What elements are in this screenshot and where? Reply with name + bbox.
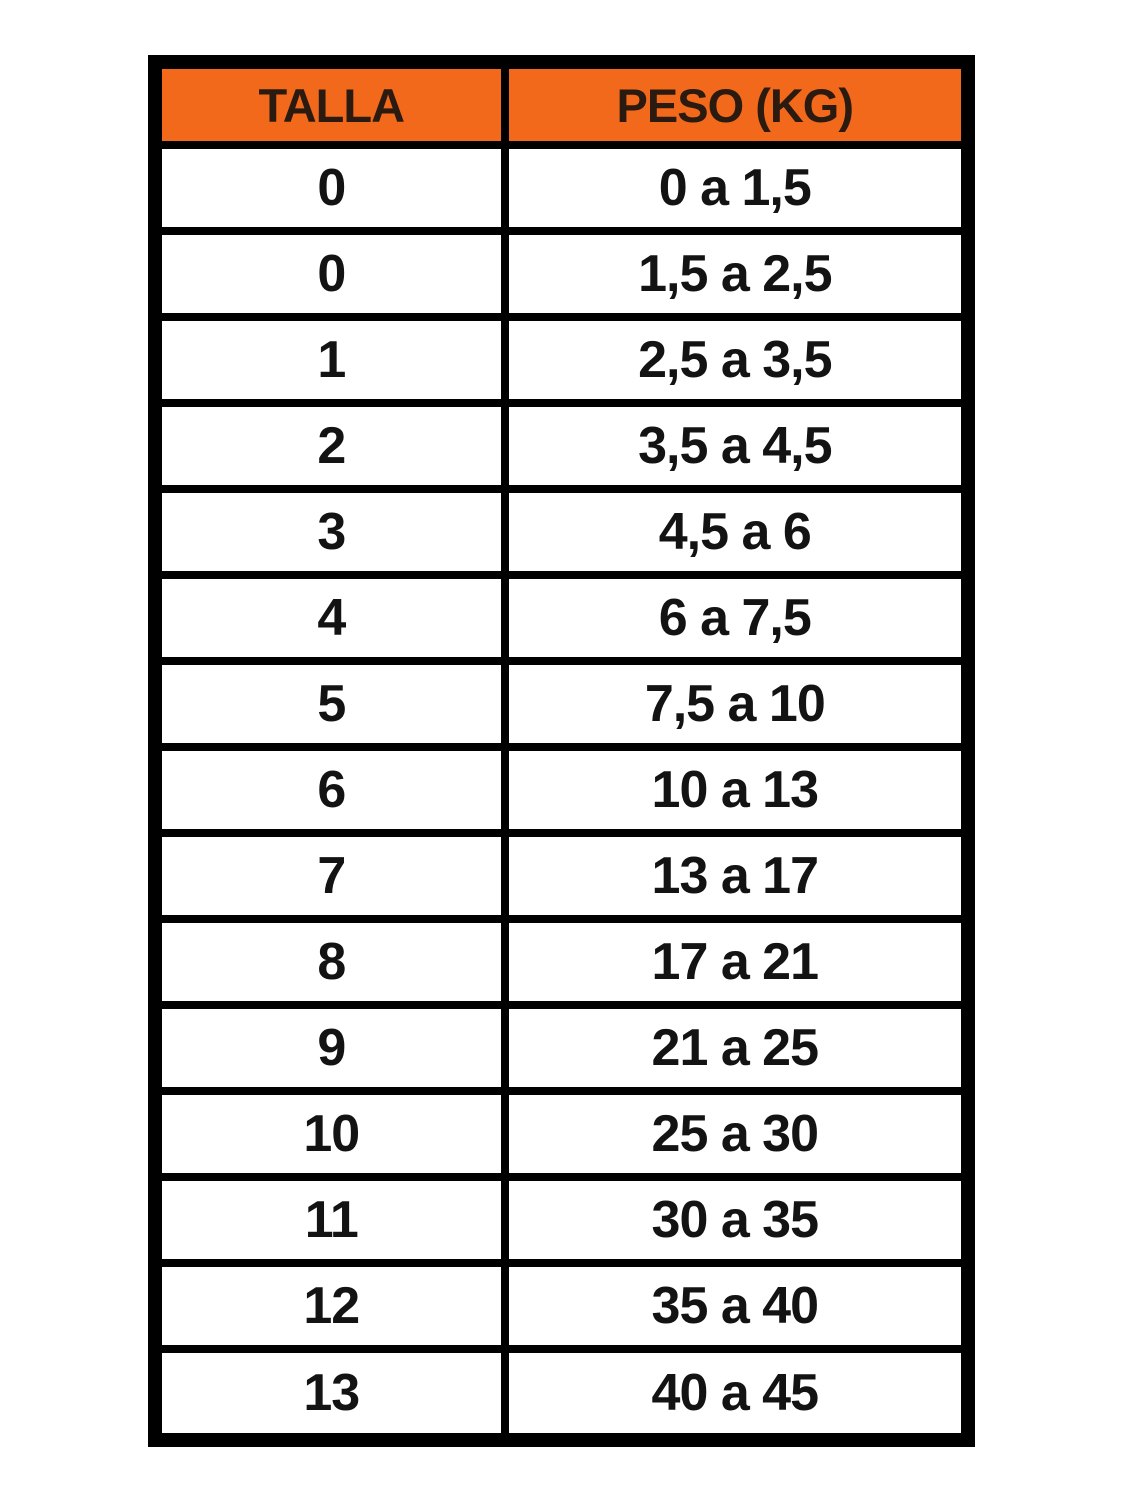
cell-peso: 40 a 45: [500, 1345, 973, 1444]
cell-peso: 7,5 a 10: [500, 657, 973, 752]
table-body: 0 0 a 1,5 0 1,5 a 2,5 1 2,5 a 3,5 2 3,5 …: [151, 140, 973, 1444]
table-row: 5 7,5 a 10: [151, 657, 973, 752]
cell-talla: 7: [151, 829, 509, 924]
cell-talla: 2: [151, 399, 509, 494]
cell-peso: 2,5 a 3,5: [500, 313, 973, 408]
header-cell-talla: TALLA: [151, 58, 509, 149]
table-row: 6 10 a 13: [151, 743, 973, 838]
cell-talla: 1: [151, 313, 509, 408]
cell-talla: 9: [151, 1001, 509, 1096]
table-row: 10 25 a 30: [151, 1087, 973, 1182]
table-row: 3 4,5 a 6: [151, 485, 973, 580]
cell-peso: 6 a 7,5: [500, 571, 973, 666]
cell-talla: 12: [151, 1259, 509, 1354]
cell-peso: 1,5 a 2,5: [500, 227, 973, 322]
table-row: 12 35 a 40: [151, 1259, 973, 1354]
table-row: 0 1,5 a 2,5: [151, 227, 973, 322]
header-cell-peso: PESO (KG): [500, 58, 973, 149]
cell-talla: 13: [151, 1345, 509, 1444]
cell-peso: 3,5 a 4,5: [500, 399, 973, 494]
cell-peso: 10 a 13: [500, 743, 973, 838]
header-row: TALLA PESO (KG): [151, 58, 973, 149]
cell-peso: 13 a 17: [500, 829, 973, 924]
size-chart-table: TALLA PESO (KG) 0 0 a 1,5 0 1,5 a 2,5 1 …: [148, 55, 975, 1447]
cell-talla: 10: [151, 1087, 509, 1182]
cell-peso: 21 a 25: [500, 1001, 973, 1096]
cell-talla: 4: [151, 571, 509, 666]
cell-peso: 35 a 40: [500, 1259, 973, 1354]
cell-talla: 0: [151, 140, 509, 236]
cell-talla: 11: [151, 1173, 509, 1268]
table-row: 2 3,5 a 4,5: [151, 399, 973, 494]
cell-talla: 0: [151, 227, 509, 322]
cell-talla: 5: [151, 657, 509, 752]
cell-talla: 8: [151, 915, 509, 1010]
table-row: 4 6 a 7,5: [151, 571, 973, 666]
size-chart-table-container: TALLA PESO (KG) 0 0 a 1,5 0 1,5 a 2,5 1 …: [148, 55, 975, 1447]
table-row: 13 40 a 45: [151, 1345, 973, 1444]
table-row: 7 13 a 17: [151, 829, 973, 924]
table-row: 9 21 a 25: [151, 1001, 973, 1096]
cell-peso: 4,5 a 6: [500, 485, 973, 580]
table-row: 1 2,5 a 3,5: [151, 313, 973, 408]
cell-peso: 25 a 30: [500, 1087, 973, 1182]
cell-peso: 17 a 21: [500, 915, 973, 1010]
table-row: 11 30 a 35: [151, 1173, 973, 1268]
cell-talla: 6: [151, 743, 509, 838]
cell-peso: 0 a 1,5: [500, 140, 973, 236]
table-row: 8 17 a 21: [151, 915, 973, 1010]
cell-talla: 3: [151, 485, 509, 580]
table-row: 0 0 a 1,5: [151, 140, 973, 236]
cell-peso: 30 a 35: [500, 1173, 973, 1268]
